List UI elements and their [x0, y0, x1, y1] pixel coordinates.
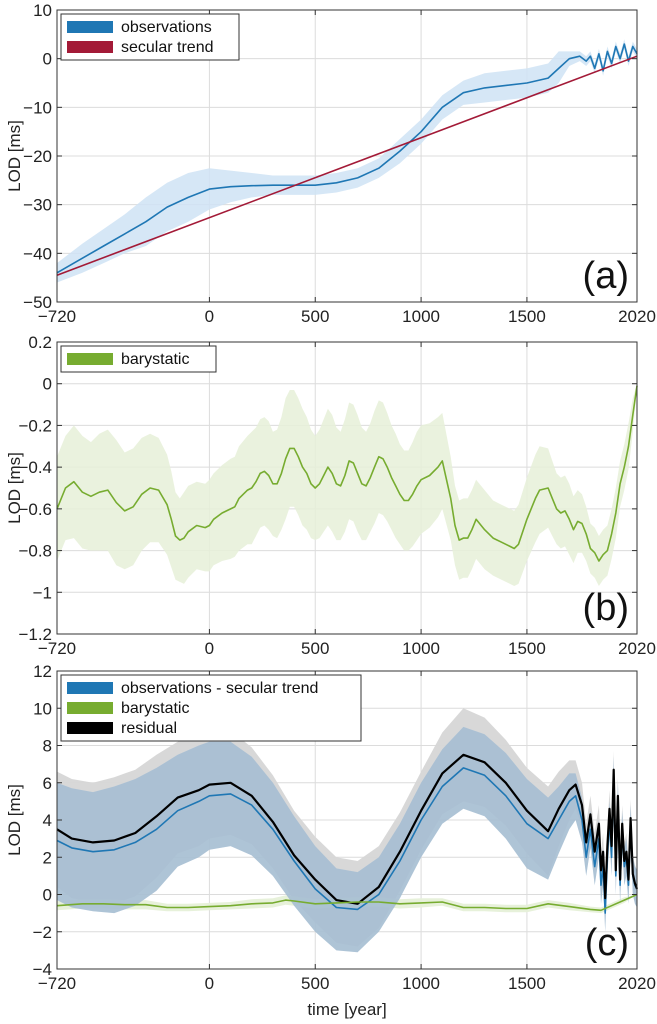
x-tick-label: 1500	[508, 974, 546, 993]
series-line-residual	[56, 753, 639, 905]
legend-entry: barystatic	[121, 351, 189, 368]
y-axis-label: LOD [ms]	[5, 784, 24, 856]
panel-label: (b)	[583, 587, 629, 629]
x-tick-label: −720	[38, 307, 76, 326]
y-tick-label: −0.4	[18, 458, 52, 477]
x-tick-label: 1000	[402, 307, 440, 326]
legend: barystatic	[60, 345, 217, 373]
x-tick-label: 2020	[618, 974, 656, 993]
y-tick-label: 0	[43, 375, 52, 394]
legend-swatch	[67, 702, 113, 714]
series-line-observations	[56, 43, 638, 274]
y-tick-label: −1	[33, 583, 52, 602]
legend-swatch	[67, 722, 113, 734]
legend-entry: secular trend	[121, 39, 214, 56]
legend-entry: barystatic	[121, 700, 189, 717]
x-tick-label: 500	[301, 974, 329, 993]
x-tick-label: 1500	[508, 307, 546, 326]
panel-b: −720 0 500 1000 1500 2020 −1.2 −1 −0.8 −0.6 −0.4 −0…	[5, 333, 656, 658]
x-tick-label: 500	[301, 639, 329, 658]
y-tick-label: 0.2	[28, 333, 52, 352]
y-tick-label: −50	[23, 293, 52, 312]
y-tick-label: −4	[33, 960, 52, 979]
x-tick-label: 1000	[402, 974, 440, 993]
y-tick-label: 10	[33, 699, 52, 718]
uncertainty-band-observations	[57, 39, 637, 283]
y-tick-label: 0	[43, 50, 52, 69]
x-tick-label: 1000	[402, 639, 440, 658]
x-tick-label: −720	[38, 639, 76, 658]
uncertainty-band-barystatic	[57, 383, 637, 586]
x-tick-label: 0	[205, 974, 214, 993]
legend-entry: residual	[121, 720, 177, 737]
x-tick-label: 0	[205, 307, 214, 326]
series-line-barystatic	[56, 385, 638, 562]
y-tick-label: 10	[33, 1, 52, 20]
y-tick-label: −20	[23, 147, 52, 166]
y-tick-label: 4	[43, 811, 52, 830]
y-tick-label: −2	[33, 923, 52, 942]
legend: observations secular trend	[60, 13, 240, 61]
y-tick-label: 0	[43, 886, 52, 905]
y-tick-label: −0.2	[18, 416, 52, 435]
legend-swatch	[67, 353, 113, 365]
panel-label: (a)	[583, 255, 629, 297]
x-tick-label: 2020	[618, 307, 656, 326]
y-tick-label: 2	[43, 848, 52, 867]
y-tick-label: −1.2	[18, 625, 52, 644]
panel-c: −720 0 500 1000 1500 2020 −4 −2 0 2 4 6 8 10 12 LOD [ms…	[5, 662, 656, 1019]
y-tick-label: 6	[43, 774, 52, 793]
series-line-secular-trend	[56, 55, 638, 276]
legend-swatch	[67, 41, 113, 53]
x-tick-label: −720	[38, 974, 76, 993]
series-line-barystatic	[56, 893, 638, 912]
x-tick-label: 2020	[618, 639, 656, 658]
y-axis-label: LOD [ms]	[5, 452, 24, 524]
legend-entry: observations - secular trend	[121, 680, 318, 697]
axes-frame	[56, 341, 638, 635]
y-tick-label: −0.8	[18, 542, 52, 561]
legend-entry: observations	[121, 19, 212, 36]
y-axis-label: LOD [ms]	[5, 120, 24, 192]
y-tick-label: 12	[33, 662, 52, 681]
legend-swatch	[67, 21, 113, 33]
y-tick-label: 8	[43, 737, 52, 756]
y-tick-label: −10	[23, 98, 52, 117]
legend: observations - secular trend barystatic re…	[60, 674, 362, 742]
x-tick-label: 1500	[508, 639, 546, 658]
panel-a: −720 0 500 1000 1500 2020 −50 −40 −30 −20 −10 0 10 LO…	[5, 1, 656, 326]
y-tick-label: −0.6	[18, 500, 52, 519]
legend-swatch	[67, 682, 113, 694]
x-axis-label: time [year]	[307, 1000, 386, 1019]
y-tick-label: −30	[23, 196, 52, 215]
y-tick-label: −40	[23, 244, 52, 263]
x-tick-label: 500	[301, 307, 329, 326]
x-tick-label: 0	[205, 639, 214, 658]
panel-label: (c)	[585, 922, 629, 964]
